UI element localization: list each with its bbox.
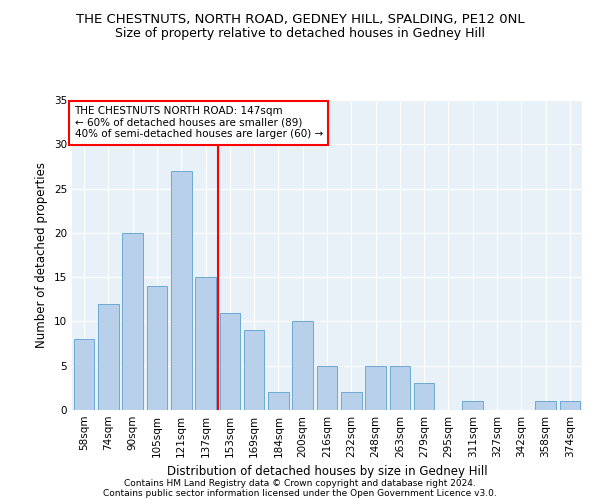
Bar — [195, 277, 216, 410]
Bar — [292, 322, 313, 410]
Text: Size of property relative to detached houses in Gedney Hill: Size of property relative to detached ho… — [115, 28, 485, 40]
X-axis label: Distribution of detached houses by size in Gedney Hill: Distribution of detached houses by size … — [167, 466, 487, 478]
Bar — [220, 312, 240, 410]
Bar — [317, 366, 337, 410]
Text: Contains HM Land Registry data © Crown copyright and database right 2024.: Contains HM Land Registry data © Crown c… — [124, 478, 476, 488]
Bar — [268, 392, 289, 410]
Bar — [98, 304, 119, 410]
Bar — [122, 233, 143, 410]
Bar — [463, 401, 483, 410]
Bar — [146, 286, 167, 410]
Bar — [560, 401, 580, 410]
Text: THE CHESTNUTS, NORTH ROAD, GEDNEY HILL, SPALDING, PE12 0NL: THE CHESTNUTS, NORTH ROAD, GEDNEY HILL, … — [76, 12, 524, 26]
Text: THE CHESTNUTS NORTH ROAD: 147sqm
← 60% of detached houses are smaller (89)
40% o: THE CHESTNUTS NORTH ROAD: 147sqm ← 60% o… — [74, 106, 323, 140]
Y-axis label: Number of detached properties: Number of detached properties — [35, 162, 49, 348]
Bar — [74, 339, 94, 410]
Text: Contains public sector information licensed under the Open Government Licence v3: Contains public sector information licen… — [103, 488, 497, 498]
Bar — [389, 366, 410, 410]
Bar — [171, 171, 191, 410]
Bar — [365, 366, 386, 410]
Bar — [244, 330, 265, 410]
Bar — [341, 392, 362, 410]
Bar — [535, 401, 556, 410]
Bar — [414, 384, 434, 410]
